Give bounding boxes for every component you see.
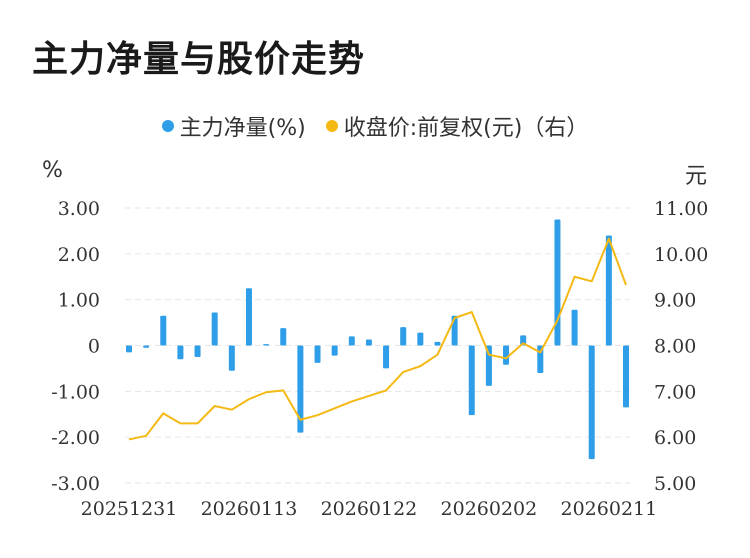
left-axis-unit: % <box>42 158 63 183</box>
right-tick-label: 10.00 <box>654 244 708 266</box>
bar-net-volume <box>228 345 235 371</box>
left-tick-label: -3.00 <box>51 473 100 495</box>
bar-net-volume <box>434 341 441 346</box>
bar-net-volume <box>554 219 561 346</box>
bar-net-volume <box>263 344 270 346</box>
legend-item-close-price[interactable]: 收盘价:前复权(元)（右） <box>325 110 589 142</box>
right-tick-label: 6.00 <box>654 427 696 449</box>
left-tick-label: 1.00 <box>58 290 100 312</box>
chart-title: 主力净量与股价走势 <box>32 39 366 80</box>
bar-net-volume <box>211 312 218 346</box>
legend-dot-net-volume <box>161 120 174 132</box>
x-tick-label: 20260211 <box>561 498 658 520</box>
left-tick-label: 0 <box>88 336 100 358</box>
legend-label-net-volume: 主力净量(%) <box>179 116 306 141</box>
right-tick-label: 9.00 <box>654 290 696 312</box>
bar-net-volume <box>468 345 475 416</box>
left-tick-label: 2.00 <box>58 244 100 266</box>
bar-net-volume <box>383 345 390 369</box>
left-tick-label: -1.00 <box>51 381 100 403</box>
bar-net-volume <box>314 345 321 363</box>
left-tick-label: 3.00 <box>58 198 100 220</box>
bar-net-volume <box>280 328 287 346</box>
right-tick-label: 8.00 <box>654 336 696 358</box>
legend-label-close-price: 收盘价:前复权(元)（右） <box>343 116 589 141</box>
left-tick-label: -2.00 <box>51 427 100 449</box>
bar-net-volume <box>160 315 167 346</box>
bar-net-volume <box>365 339 372 346</box>
line-close-price <box>128 237 627 441</box>
bar-net-volume <box>588 345 595 460</box>
x-tick-label: 20260122 <box>321 498 418 520</box>
bar-net-volume <box>143 345 150 348</box>
legend-dot-close-price <box>325 120 338 132</box>
legend: 主力净量(%) 收盘价:前复权(元)（右） <box>0 110 750 142</box>
bar-net-volume <box>571 309 578 346</box>
x-tick-label: 20260113 <box>201 498 298 520</box>
bar-net-volume <box>245 288 252 346</box>
bar-net-volume <box>623 345 629 408</box>
bar-net-volume <box>126 345 132 353</box>
bar-net-volume <box>297 345 304 433</box>
bar-net-volume <box>417 332 424 346</box>
bar-net-volume <box>348 336 355 346</box>
right-tick-label: 5.00 <box>654 473 696 495</box>
right-tick-label: 11.00 <box>654 198 708 220</box>
bar-net-volume <box>177 345 184 360</box>
bar-net-volume <box>605 235 612 346</box>
right-tick-label: 7.00 <box>654 381 696 403</box>
bar-net-volume <box>194 345 201 357</box>
x-tick-label: 20260202 <box>441 498 538 520</box>
right-axis-unit: 元 <box>685 164 708 189</box>
bar-net-volume <box>331 345 338 356</box>
legend-item-net-volume[interactable]: 主力净量(%) <box>161 110 306 142</box>
bar-net-volume <box>503 345 510 365</box>
x-tick-label: 20251231 <box>81 498 178 520</box>
bar-net-volume <box>400 327 407 346</box>
